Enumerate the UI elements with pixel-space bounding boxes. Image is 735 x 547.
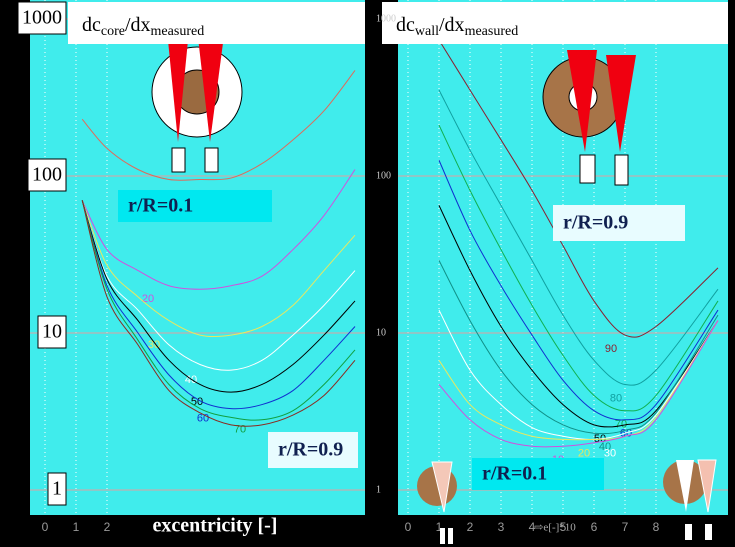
y-tick-label: 1000 (376, 13, 396, 24)
x-tick-label: 0 (42, 520, 49, 534)
y-tick-label: 1000 (22, 7, 62, 29)
figure: 0122030405060700123456789080706050403020… (0, 0, 735, 547)
sensor-icon (205, 148, 218, 172)
x-tick-label: 3 (498, 520, 505, 534)
curve-label: 20 (142, 293, 154, 305)
y-tick-label: 1 (376, 484, 381, 495)
title-part: wall (415, 24, 439, 39)
sensor-icon (615, 155, 628, 185)
x-tick-label: 8 (653, 520, 660, 534)
sensor-icon (705, 524, 712, 540)
curve-label: 90 (605, 343, 617, 355)
sensor-icon (685, 524, 692, 540)
curve-label: 20 (578, 447, 590, 459)
title-part: dc (82, 14, 101, 36)
title-part: core (101, 24, 125, 39)
curve-label: 80 (610, 392, 622, 404)
curve-label: 30 (604, 447, 616, 459)
y-tick-label: 100 (376, 170, 391, 181)
title-part: dc (396, 14, 415, 36)
y-tick-label: 10 (376, 327, 386, 338)
annotation: r/R=0.1 (482, 463, 547, 485)
y-tick-label: 100 (32, 164, 62, 186)
curve-label: 50 (191, 396, 203, 408)
title-part: measured (465, 24, 519, 39)
title-part: /dx (125, 14, 151, 36)
y-tick-label: 10 (42, 321, 62, 343)
sensor-icon (580, 155, 595, 183)
title-part: measured (151, 24, 205, 39)
x-tick-label: 0 (405, 520, 412, 534)
sensor-icon (440, 528, 445, 544)
sensor-icon (172, 148, 185, 172)
x-axis-label: ⇨e[-]*10 (534, 522, 576, 534)
title-part: /dx (439, 14, 465, 36)
sensor-icon (448, 528, 453, 544)
x-axis-label: excentricity [-] (153, 515, 278, 537)
x-tick-label: 2 (104, 520, 111, 534)
annotation: r/R=0.9 (563, 212, 628, 234)
page: {"chart_data": [ {"type": "line", "title… (0, 0, 735, 547)
annotation: r/R=0.1 (128, 195, 193, 217)
x-tick-label: 7 (622, 520, 629, 534)
x-tick-label: 2 (467, 520, 474, 534)
x-tick-label: 6 (591, 520, 598, 534)
annotation: r/R=0.9 (278, 439, 343, 461)
y-tick-label: 1 (52, 478, 62, 500)
x-tick-label: 1 (73, 520, 80, 534)
